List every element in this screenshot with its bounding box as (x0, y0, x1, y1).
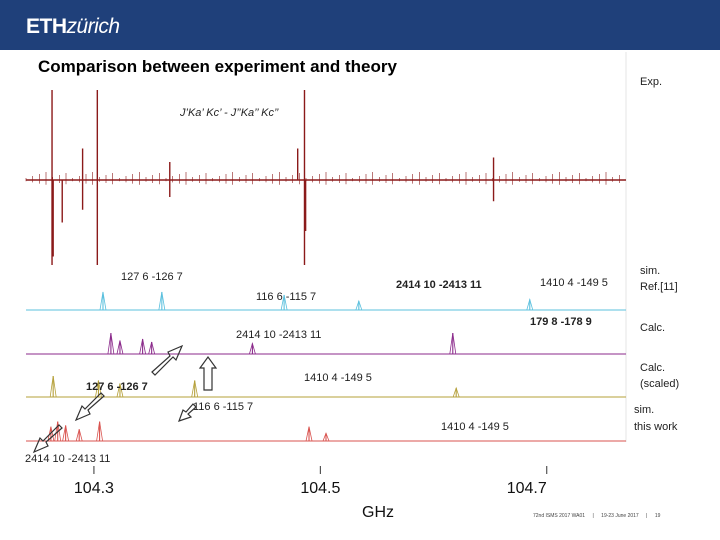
x-tick-label-0: 104.3 (74, 480, 114, 497)
peak-shape-calc-1 (116, 340, 124, 355)
footer-page: 19 (654, 513, 661, 519)
footer-conference: 72nd ISMS 2017 WA01 (533, 513, 586, 519)
peak-shape-calc_scaled-0 (49, 375, 57, 398)
footer-sep-2: | (646, 513, 648, 519)
peak-shape-calc-0 (107, 332, 115, 355)
legend-sim2: sim. (634, 404, 654, 416)
peak-shape-calc_scaled-3 (191, 380, 199, 398)
peak-shape-sim_ref-1 (158, 291, 166, 311)
peaks (25, 90, 620, 442)
arrow-up (198, 355, 218, 391)
peak-shape-calc_scaled-4 (452, 386, 460, 398)
label-24-1410-calc: 2414 10 -2413 11 (236, 329, 321, 341)
label-11-66: 116 6 -115 7 (256, 291, 316, 303)
x-tick-label-1: 104.5 (300, 480, 340, 497)
peak-shape-calc-3 (148, 341, 156, 355)
x-axis: GHz 104.3 104.5 104.7 (74, 466, 548, 521)
label-24-1410-ref: 2414 10 -2413 11 (396, 279, 482, 291)
label-11-66-scaled: 116 6 -115 7 (193, 401, 253, 413)
peak-shape-sim_this-4 (96, 421, 103, 442)
footer-date: 19-23 June 2017 (601, 513, 639, 519)
label-12-76-scaled: 127 6 -126 7 (86, 381, 148, 393)
peak-shape-sim_this-6 (322, 432, 330, 442)
footer-sep-1: | (592, 513, 594, 519)
peak-shape-sim_this-5 (305, 426, 313, 442)
eth-logo: ETHzürich (26, 15, 120, 38)
label-14-104-ref: 1410 4 -149 5 (540, 277, 608, 289)
peak-shape-calc-5 (449, 332, 457, 355)
peak-shape-sim_ref-4 (526, 298, 534, 311)
x-tick-label-2: 104.7 (507, 480, 547, 497)
peak-shape-sim_this-1 (54, 421, 62, 442)
legend-calc-scaled: Calc. (640, 362, 665, 374)
baselines (26, 179, 626, 442)
x-axis-label: GHz (362, 504, 394, 521)
label-14-104-scaled: 1410 4 -149 5 (304, 372, 372, 384)
legend-calc: Calc. (640, 322, 665, 334)
label-14-104-this: 1410 4 -149 5 (441, 421, 509, 433)
peak-shape-calc_scaled-1 (95, 380, 102, 398)
legend-sim: sim. (640, 265, 660, 277)
label-17-98: 179 8 -178 9 (530, 316, 592, 328)
peak-shape-sim_ref-2 (280, 294, 288, 311)
arrows (32, 344, 218, 454)
label-12-76: 127 6 -126 7 (121, 271, 183, 283)
legend-scaled: (scaled) (640, 378, 679, 390)
peak-shape-calc_scaled-2 (116, 383, 124, 398)
arrow-down-left-3 (32, 424, 63, 454)
footer: 72nd ISMS 2017 WA01 | 19-23 June 2017 | … (533, 513, 666, 519)
peak-shape-sim_this-2 (62, 425, 70, 442)
title-box (26, 50, 696, 82)
peak-shape-sim_ref-0 (99, 291, 107, 311)
legend-exp: Exp. (640, 76, 662, 88)
peak-shape-sim_ref-3 (355, 299, 363, 311)
label-24-1410-this: 2414 10 -2413 11 (25, 453, 110, 465)
arrow-up-left (151, 344, 184, 376)
slide-title: Comparison between experiment and theory (38, 57, 397, 76)
peak-shape-calc-4 (249, 342, 256, 355)
legend-ref: Ref.[11] (640, 281, 678, 293)
arrow-down-left-1 (74, 392, 105, 422)
quantum-number-label: J’Ka’ Kc’ - J’’Ka’’ Kc’’ (179, 107, 279, 119)
arrow-down-left-2 (178, 403, 197, 422)
legend-this-work: this work (634, 421, 678, 433)
peak-shape-calc-2 (139, 338, 146, 355)
header-bar: ETHzürich (0, 0, 720, 50)
peak-shape-sim_this-3 (75, 429, 83, 442)
